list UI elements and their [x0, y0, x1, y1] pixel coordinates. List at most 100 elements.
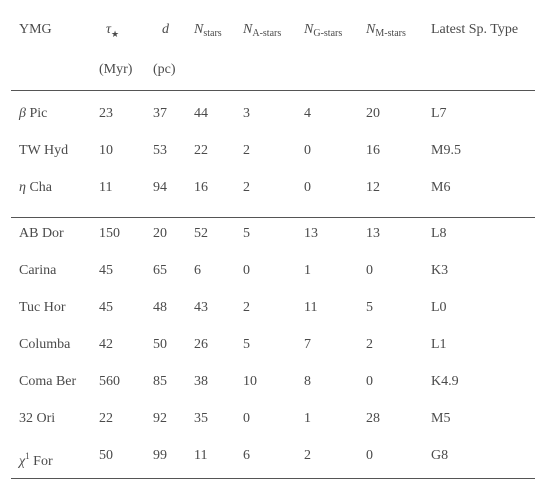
col-header-d: d	[162, 22, 169, 37]
cell-tau: 23	[99, 106, 113, 121]
table-row: η Cha 11 94 16 2 0 12 M6	[11, 178, 535, 198]
cell-na: 3	[243, 106, 250, 121]
group-divider	[11, 217, 535, 218]
unit-tau: (Myr)	[99, 62, 133, 77]
superscript: 1	[25, 451, 30, 461]
cell-sptype: M5	[431, 411, 451, 426]
table-row: Columba 42 50 26 5 7 2 L1	[11, 335, 535, 355]
cell-nstars: 26	[194, 337, 208, 352]
col-header-sptype: Latest Sp. Type	[431, 22, 519, 37]
cell-ymg-name: AB Dor	[19, 226, 64, 241]
cell-ng: 13	[304, 226, 318, 241]
nstars-subscript: stars	[203, 28, 222, 39]
cell-nm: 0	[366, 448, 373, 463]
cell-ymg-name: 32 Ori	[19, 411, 56, 426]
cell-distance: 99	[153, 448, 167, 463]
cell-ymg-name: Tuc Hor	[19, 300, 66, 315]
name-rest: Cha	[25, 180, 53, 195]
nm-subscript: M-stars	[375, 28, 406, 39]
cell-ymg-name: Carina	[19, 263, 57, 278]
cell-ng: 0	[304, 143, 311, 158]
cell-ng: 1	[304, 411, 311, 426]
nstars-symbol: N	[194, 22, 204, 37]
name-rest: Pic	[25, 106, 48, 121]
cell-ng: 11	[304, 300, 318, 315]
cell-sptype: K3	[431, 263, 449, 278]
cell-nm: 28	[366, 411, 380, 426]
cell-nstars: 44	[194, 106, 208, 121]
cell-distance: 48	[153, 300, 167, 315]
cell-tau: 22	[99, 411, 113, 426]
cell-na: 2	[243, 143, 250, 158]
greek-symbol: η	[19, 180, 26, 195]
cell-distance: 53	[153, 143, 167, 158]
header-divider	[11, 90, 535, 91]
cell-nm: 0	[366, 263, 373, 278]
cell-ng: 7	[304, 337, 311, 352]
table-row: Carina 45 65 6 0 1 0 K3	[11, 261, 535, 281]
cell-sptype: L8	[431, 226, 447, 241]
cell-tau: 150	[99, 226, 120, 241]
cell-nstars: 6	[194, 263, 201, 278]
cell-distance: 37	[153, 106, 167, 121]
table-row: χ1 For 50 99 11 6 2 0 G8	[11, 446, 535, 469]
cell-na: 5	[243, 337, 250, 352]
cell-nstars: 43	[194, 300, 208, 315]
cell-nstars: 16	[194, 180, 208, 195]
cell-distance: 94	[153, 180, 167, 195]
greek-symbol: χ	[19, 454, 26, 469]
col-header-ng: NG-stars	[304, 20, 342, 44]
cell-ng: 1	[304, 263, 311, 278]
table-bottom-rule	[11, 478, 535, 479]
nm-symbol: N	[366, 22, 376, 37]
cell-ng: 8	[304, 374, 311, 389]
col-header-tau: τ★	[106, 20, 119, 44]
cell-nm: 12	[366, 180, 380, 195]
col-header-nm: NM-stars	[366, 20, 406, 44]
cell-distance: 50	[153, 337, 167, 352]
cell-distance: 20	[153, 226, 167, 241]
cell-distance: 92	[153, 411, 167, 426]
cell-na: 0	[243, 263, 250, 278]
cell-nstars: 38	[194, 374, 208, 389]
cell-ymg-name: β Pic	[19, 104, 47, 124]
cell-sptype: L0	[431, 300, 447, 315]
cell-tau: 45	[99, 300, 113, 315]
cell-ymg-name: Coma Ber	[19, 374, 77, 389]
header-row: YMG τ★ d Nstars NA-stars NG-stars NM-sta…	[11, 20, 535, 40]
cell-sptype: M6	[431, 180, 451, 195]
cell-nstars: 22	[194, 143, 208, 158]
cell-ymg-name: χ1 For	[19, 446, 53, 472]
cell-nstars: 52	[194, 226, 208, 241]
cell-nstars: 35	[194, 411, 208, 426]
table-row: AB Dor 150 20 52 5 13 13 L8	[11, 224, 535, 244]
table-row: TW Hyd 10 53 22 2 0 16 M9.5	[11, 141, 535, 161]
units-row: (Myr) (pc)	[11, 60, 535, 80]
unit-d: (pc)	[153, 62, 176, 77]
table-row: Tuc Hor 45 48 43 2 11 5 L0	[11, 298, 535, 318]
cell-na: 2	[243, 300, 250, 315]
col-header-na: NA-stars	[243, 20, 281, 44]
cell-nm: 0	[366, 374, 373, 389]
tau-subscript: ★	[111, 29, 120, 39]
cell-nm: 20	[366, 106, 380, 121]
cell-ng: 0	[304, 180, 311, 195]
cell-distance: 85	[153, 374, 167, 389]
na-subscript: A-stars	[252, 28, 282, 39]
cell-distance: 65	[153, 263, 167, 278]
na-symbol: N	[243, 22, 253, 37]
cell-nm: 16	[366, 143, 380, 158]
cell-tau: 45	[99, 263, 113, 278]
tau-symbol: τ	[106, 22, 112, 37]
cell-ymg-name: TW Hyd	[19, 143, 69, 158]
cell-sptype: G8	[431, 448, 449, 463]
cell-na: 0	[243, 411, 250, 426]
name-rest: For	[29, 454, 53, 469]
ng-subscript: G-stars	[313, 28, 343, 39]
cell-na: 10	[243, 374, 257, 389]
cell-ymg-name: η Cha	[19, 178, 52, 198]
cell-tau: 10	[99, 143, 113, 158]
ng-symbol: N	[304, 22, 314, 37]
cell-ng: 4	[304, 106, 311, 121]
cell-ng: 2	[304, 448, 311, 463]
